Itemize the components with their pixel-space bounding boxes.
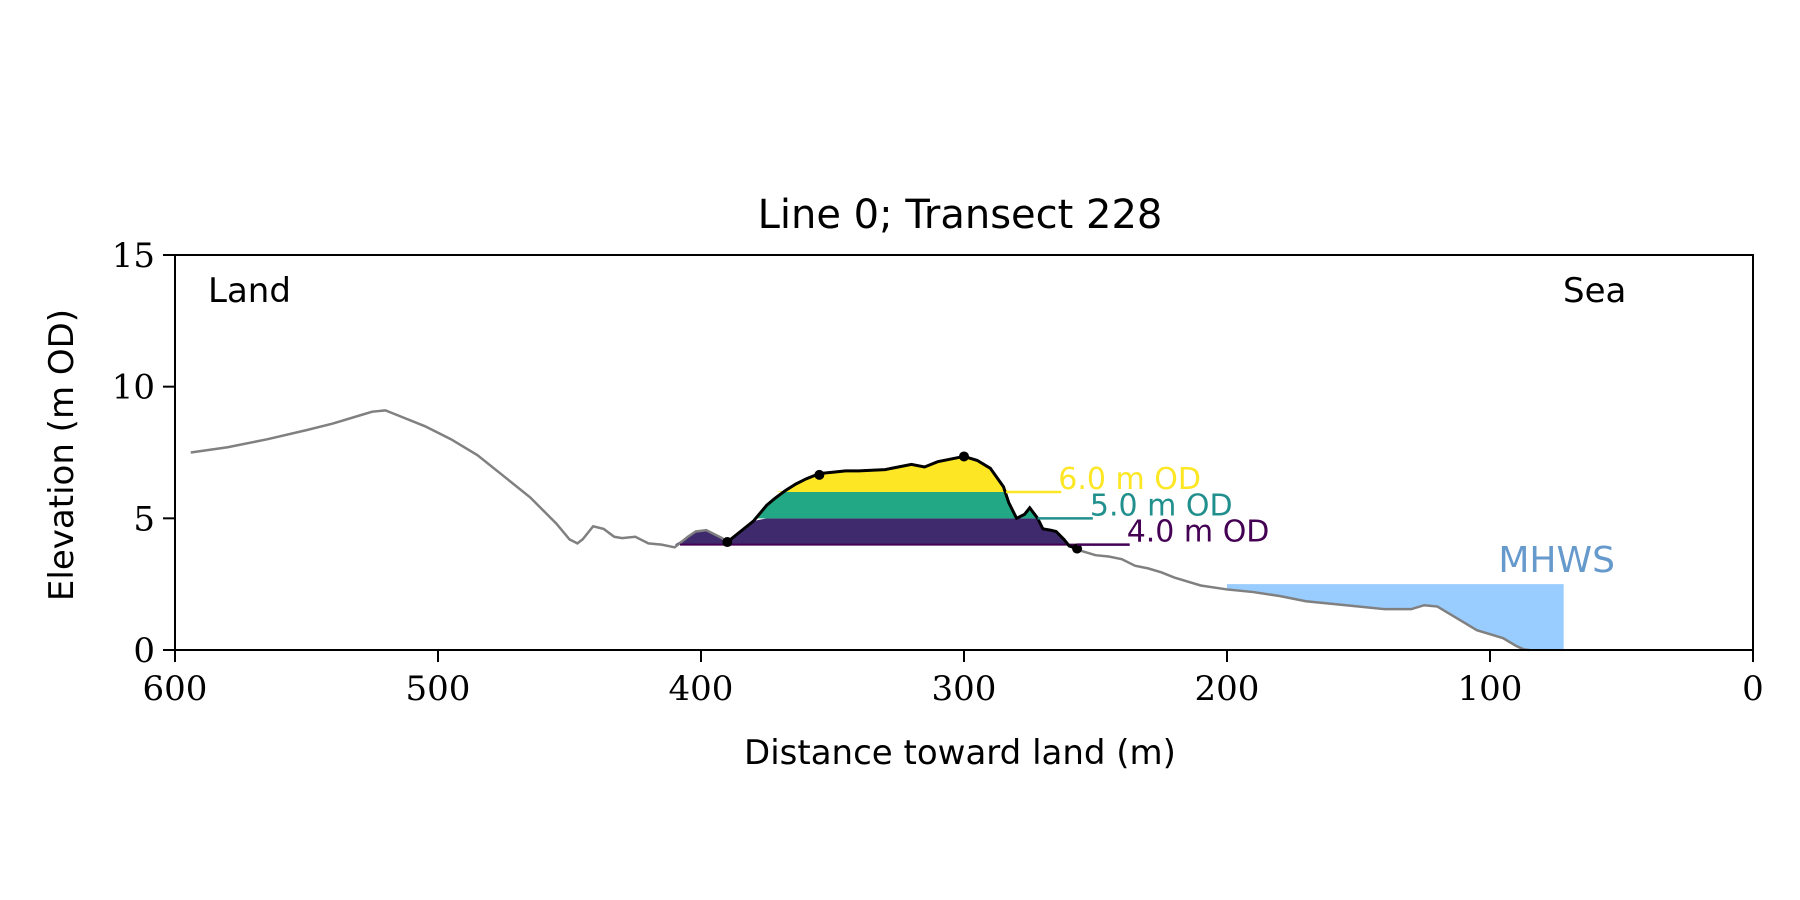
x-tick-label-100: 100 <box>1458 669 1523 709</box>
dune-marker-1 <box>814 469 825 480</box>
y-axis-label: Elevation (m OD) <box>42 309 82 601</box>
y-tick-label-5: 5 <box>133 499 155 539</box>
chart-title: Line 0; Transect 228 <box>758 192 1163 238</box>
dune-marker-3 <box>1072 543 1083 554</box>
y-tick-label-15: 15 <box>112 236 155 276</box>
level-label-5: 5.0 m OD <box>1090 488 1233 523</box>
x-tick-label-400: 400 <box>669 669 734 709</box>
x-tick-label-600: 600 <box>143 669 208 709</box>
y-tick-label-10: 10 <box>112 368 155 408</box>
level-label-6: 6.0 m OD <box>1058 462 1201 497</box>
level-label-4: 4.0 m OD <box>1127 515 1270 550</box>
land-label: Land <box>208 271 291 311</box>
x-axis-label: Distance toward land (m) <box>744 733 1176 773</box>
y-tick-label-0: 0 <box>133 631 155 671</box>
mhws-label: MHWS <box>1498 540 1615 581</box>
x-tick-label-500: 500 <box>406 669 471 709</box>
dune-marker-0 <box>722 537 733 548</box>
band-6-top <box>674 456 1083 492</box>
line-layer <box>190 409 1530 652</box>
mhws-water-fill <box>1227 584 1564 650</box>
dune-outline <box>726 454 1078 551</box>
x-tick-label-300: 300 <box>932 669 997 709</box>
x-tick-label-200: 200 <box>1195 669 1260 709</box>
band-4-5 <box>674 518 1083 545</box>
axis-ticks: 600 500 400 300 200 100 0 0 5 10 15 <box>112 236 1764 709</box>
sea-label: Sea <box>1563 271 1626 311</box>
dune-marker-2 <box>959 451 969 462</box>
annotations: 4.0 m OD5.0 m OD6.0 m OD <box>1006 462 1269 550</box>
x-tick-label-0: 0 <box>1742 669 1764 709</box>
